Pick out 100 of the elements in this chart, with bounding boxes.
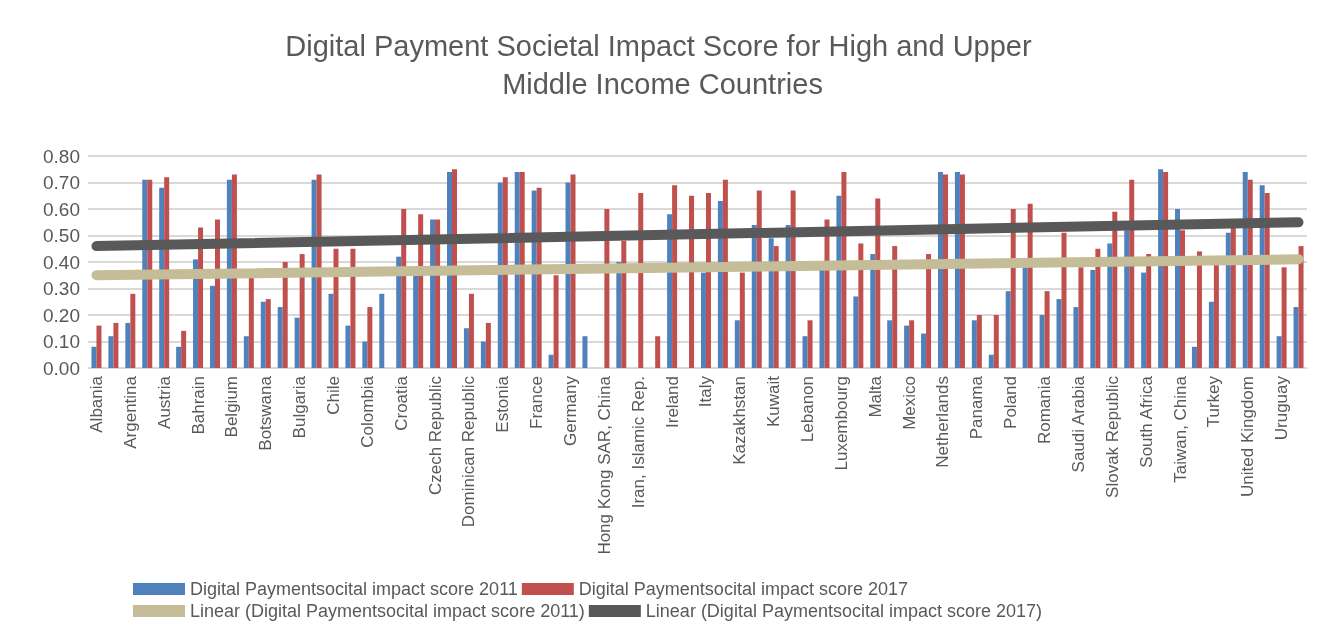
x-tick-label: Poland — [1001, 376, 1021, 429]
bar — [362, 341, 368, 368]
bar — [655, 336, 661, 368]
y-tick-label: 0.30 — [43, 278, 80, 299]
bar — [480, 341, 486, 368]
bar — [265, 299, 271, 368]
bar — [1073, 307, 1079, 368]
y-tick-label: 0.10 — [43, 331, 80, 352]
bar — [209, 285, 215, 368]
bar — [243, 336, 249, 368]
x-tick-label: Netherlands — [933, 376, 953, 468]
x-tick-label: Belgium — [222, 376, 242, 438]
bar — [164, 177, 170, 368]
bar — [1213, 264, 1219, 368]
bar — [909, 320, 915, 368]
bar — [1180, 230, 1186, 368]
bar — [485, 322, 491, 368]
bar — [553, 275, 559, 368]
bar — [367, 307, 373, 368]
x-tick-label: Iran, Islamic Rep. — [628, 376, 648, 509]
bar — [976, 315, 982, 368]
bar — [333, 248, 339, 368]
legend-label: Linear (Digital Paymentsocital impact score 2011) — [190, 601, 585, 621]
bar — [921, 333, 927, 368]
bar — [1090, 269, 1096, 368]
y-tick-label: 0.80 — [43, 145, 80, 167]
bar — [819, 269, 825, 368]
bar — [1056, 299, 1062, 368]
x-tick-label: Estonia — [493, 375, 513, 433]
bar — [1095, 248, 1101, 368]
bar — [181, 330, 187, 368]
bar — [773, 246, 779, 368]
bar — [1022, 267, 1028, 368]
x-tick-label: Ireland — [662, 376, 682, 428]
bar — [1208, 301, 1214, 368]
bar — [926, 254, 932, 368]
x-tick-label: Bahrain — [188, 376, 208, 435]
bar — [1061, 232, 1067, 368]
bar — [807, 320, 813, 368]
bar — [1039, 315, 1045, 368]
x-tick-label: South Africa — [1136, 375, 1156, 468]
bar — [700, 272, 706, 368]
chart-title: Digital Payment Societal Impact Score for High and Upper Middle Income Countries — [285, 30, 1040, 100]
bar — [125, 322, 131, 368]
x-tick-label: Colombia — [357, 375, 377, 448]
bar — [379, 293, 385, 368]
bar — [1191, 346, 1197, 368]
bar — [1078, 267, 1084, 368]
bar — [993, 315, 999, 368]
bar — [468, 293, 474, 368]
x-tick-label: France — [527, 376, 547, 429]
y-tick-label: 0.60 — [43, 198, 80, 220]
y-tick-label: 0.40 — [43, 251, 80, 273]
bar — [739, 272, 745, 368]
bar — [299, 254, 305, 368]
x-tick-label: United Kingdom — [1238, 376, 1258, 497]
bar — [452, 169, 458, 368]
bar — [1146, 254, 1152, 368]
bar — [260, 301, 266, 368]
x-tick-label: Argentina — [120, 375, 140, 449]
bar — [548, 354, 554, 368]
bar — [892, 246, 898, 368]
bar — [1298, 246, 1304, 368]
bar — [248, 277, 254, 368]
x-tick-label: Czech Republic — [425, 375, 445, 496]
bar — [1230, 227, 1236, 368]
bar — [971, 320, 977, 368]
bar — [1196, 251, 1202, 368]
x-tick-label: Croatia — [391, 375, 411, 431]
x-tick-label: Mexico — [899, 376, 919, 430]
bar — [413, 275, 419, 368]
bar — [345, 325, 351, 368]
x-tick-label: Taiwan, China — [1170, 375, 1190, 483]
bar — [463, 328, 469, 368]
bar — [1293, 307, 1299, 368]
y-tick-label: 0.50 — [43, 225, 80, 246]
bar — [802, 336, 808, 368]
x-tick-label: Botswana — [256, 375, 276, 451]
bar — [734, 320, 740, 368]
x-tick-label: Luxembourg — [831, 376, 851, 471]
legend-label: Linear (Digital Paymentsocital impact score 2017) — [645, 601, 1043, 621]
bar — [616, 262, 622, 368]
bar — [282, 262, 288, 368]
y-tick-label: 0.20 — [43, 304, 80, 326]
x-tick-label: Kuwait — [764, 375, 784, 428]
bar — [193, 259, 199, 368]
bar — [396, 256, 402, 368]
x-tick-label: Uruguay — [1272, 375, 1292, 441]
bar — [1276, 336, 1282, 368]
legend-label: Digital Paymentsocital impact score 2011 — [190, 579, 518, 599]
x-tick-label: Albania — [86, 375, 106, 433]
bar — [988, 354, 994, 368]
x-tick-label: Romania — [1035, 375, 1055, 445]
bar — [1005, 291, 1011, 368]
x-tick-label: Germany — [561, 375, 581, 446]
bar — [1124, 230, 1130, 368]
bar — [108, 336, 114, 368]
x-tick-label: Hong Kong SAR, China — [594, 375, 614, 555]
bar — [328, 293, 334, 368]
bar — [582, 336, 588, 368]
